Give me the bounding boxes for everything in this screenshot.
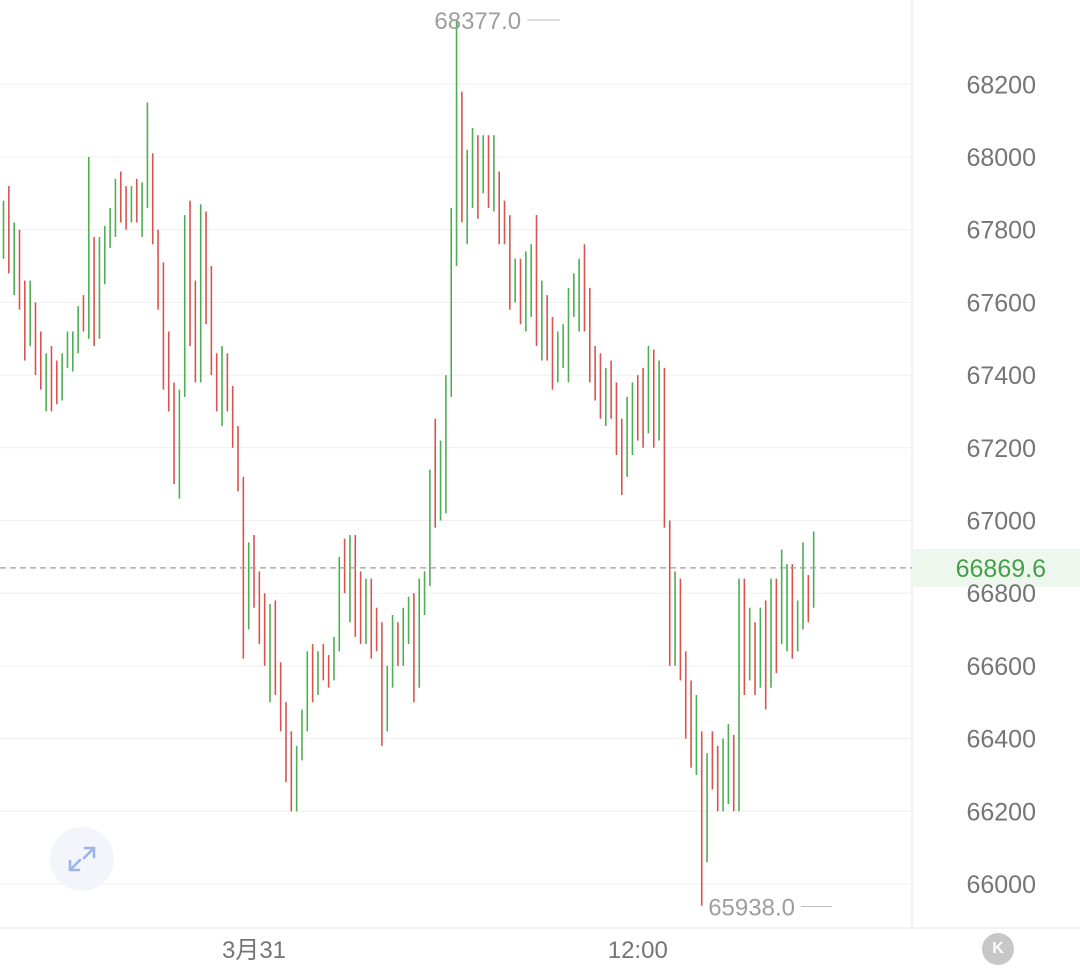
y-tick-label: 67400 (966, 362, 1036, 390)
grid-lines (0, 0, 1080, 929)
y-tick-label: 67000 (966, 508, 1036, 536)
x-tick-label: 12:00 (608, 937, 668, 964)
axis-labels: 66000 66200 66400 66600 66800 67000 67200 67400… (222, 71, 1036, 964)
y-tick-label: 67200 (966, 435, 1036, 463)
y-tick-label: 66200 (966, 798, 1036, 826)
kline-logo-icon[interactable]: K (982, 933, 1014, 965)
expand-arrows-glyph (68, 846, 96, 872)
y-tick-label: 68000 (966, 144, 1036, 172)
y-tick-label: 66800 (966, 580, 1036, 608)
current-price-badge (913, 548, 1080, 587)
x-tick-label: 3月31 (222, 937, 286, 964)
y-tick-label: 66400 (966, 726, 1036, 754)
y-tick-label: 66000 (966, 871, 1036, 899)
expand-icon[interactable] (50, 827, 114, 891)
y-tick-label: 67600 (966, 289, 1036, 317)
y-tick-label: 68200 (966, 71, 1036, 99)
y-tick-label: 66600 (966, 653, 1036, 681)
overlay-layer: 66869.6 68377.0 65938.0 (0, 8, 1080, 922)
y-tick-label: 67800 (966, 217, 1036, 245)
low-marker-label: 65938.0 (708, 895, 795, 922)
high-marker-label: 68377.0 (434, 8, 521, 35)
ohlc-bars (2, 18, 815, 906)
current-price-label: 66869.6 (956, 555, 1046, 583)
